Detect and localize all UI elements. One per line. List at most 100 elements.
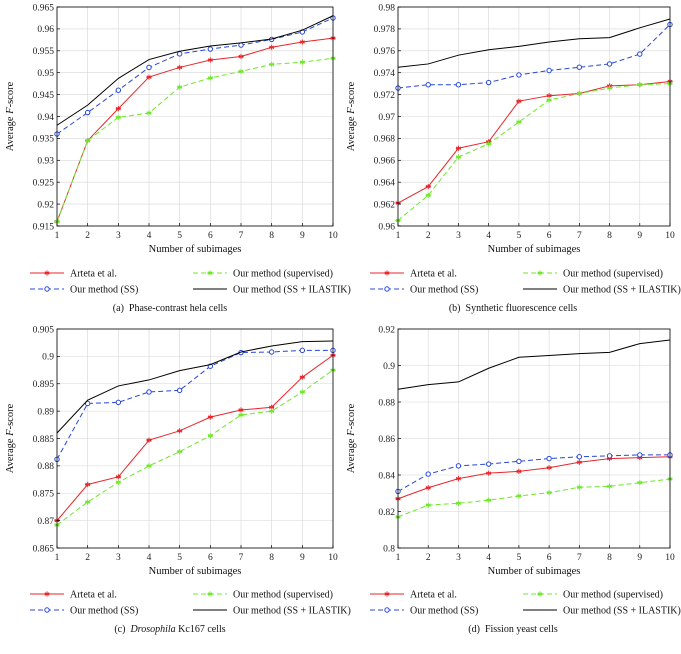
x-tick-label: 3 xyxy=(456,553,461,563)
chart-panel-a: 1 2 3 4 5 6 7 8 9 10 0.915 0.92 0.925 0.93 0.935 0.94 0.… xyxy=(5,3,351,314)
data-point-our-method-supervised xyxy=(146,110,152,116)
series-line-our-method-supervised xyxy=(56,57,334,222)
legend-marker-our-method-supervised xyxy=(207,270,213,276)
data-point-our-method-supervised xyxy=(115,479,121,485)
series-line-our-method-ss xyxy=(397,24,671,89)
data-point-arteta-et-al xyxy=(516,468,522,474)
data-point-our-method-supervised xyxy=(238,68,244,74)
data-point-our-method-supervised xyxy=(269,61,275,67)
y-tick-label: 0.98 xyxy=(378,3,395,13)
x-tick-label: 9 xyxy=(300,231,305,241)
legend: Arteta et al. Our method (supervised) Our … xyxy=(30,590,351,617)
legend-marker-our-method-ss xyxy=(44,607,50,613)
data-point-arteta-et-al xyxy=(177,428,183,434)
x-tick-label: 3 xyxy=(116,231,121,241)
legend-marker-our-method-ss xyxy=(384,607,390,613)
x-tick-label: 1 xyxy=(55,553,60,563)
x-axis-label: Number of subimages xyxy=(488,566,581,577)
data-point-our-method-ss xyxy=(637,51,643,57)
data-point-arteta-et-al xyxy=(299,39,305,45)
data-point-arteta-et-al xyxy=(546,93,552,99)
y-tick-label: 0.9 xyxy=(383,362,395,372)
data-point-our-method-ss xyxy=(637,452,643,458)
legend: Arteta et al. Our method (supervised) Our … xyxy=(370,269,681,296)
data-point-our-method-supervised xyxy=(606,85,613,91)
legend-label-our-method-ss: Our method (SS) xyxy=(410,606,478,617)
data-point-arteta-et-al xyxy=(146,74,152,80)
chart-panel-d: 1 2 3 4 5 6 7 8 9 10 0.8 0.82 0.84 0.86 0.88 0.9 0.92 Num… xyxy=(346,325,681,635)
data-point-our-method-supervised xyxy=(637,82,643,88)
data-point-arteta-et-al xyxy=(486,470,492,476)
y-tick-label: 0.94 xyxy=(37,113,54,123)
data-point-our-method-supervised xyxy=(576,90,582,97)
y-tick-label: 0.955 xyxy=(33,47,55,57)
data-point-our-method-supervised xyxy=(546,97,552,103)
legend-marker-arteta-et-al xyxy=(384,591,390,597)
x-tick-label: 10 xyxy=(665,231,675,241)
data-point-arteta-et-al xyxy=(546,465,552,471)
data-point-our-method-supervised xyxy=(207,75,213,81)
data-point-arteta-et-al xyxy=(238,53,244,60)
y-tick-label: 0.972 xyxy=(374,91,396,101)
data-point-our-method-ss xyxy=(516,72,522,78)
y-tick-label: 0.97 xyxy=(378,113,395,123)
legend-marker-our-method-supervised xyxy=(537,591,543,597)
data-point-arteta-et-al xyxy=(269,404,275,410)
data-point-our-method-supervised xyxy=(516,493,522,499)
y-axis-label: Average F-score xyxy=(346,403,357,473)
data-point-our-method-supervised xyxy=(269,408,275,414)
y-tick-label: 0.88 xyxy=(37,462,54,472)
y-tick-label: 0.965 xyxy=(33,3,55,13)
x-axis-label: Number of subimages xyxy=(149,566,242,577)
data-point-our-method-ss xyxy=(425,471,431,477)
legend: Arteta et al. Our method (supervised) Our … xyxy=(370,590,681,617)
series-line-our-method-supervised xyxy=(397,478,671,518)
series-line-our-method-ss xyxy=(56,349,333,460)
y-tick-label: 0.9 xyxy=(42,353,54,363)
data-point-our-method-supervised xyxy=(516,119,522,125)
data-point-our-method-supervised xyxy=(115,114,121,120)
data-point-our-method-ss xyxy=(606,61,613,67)
data-point-arteta-et-al xyxy=(516,98,522,104)
x-tick-label: 10 xyxy=(665,553,675,563)
data-point-our-method-supervised xyxy=(299,59,305,65)
y-tick-label: 0.96 xyxy=(37,25,54,35)
data-point-arteta-et-al xyxy=(576,459,582,465)
x-tick-label: 3 xyxy=(116,553,121,563)
data-point-arteta-et-al xyxy=(637,455,643,461)
y-tick-label: 0.92 xyxy=(378,325,395,335)
data-point-our-method-ss xyxy=(606,453,613,459)
x-tick-label: 5 xyxy=(177,553,182,563)
legend-label-arteta-et-al: Arteta et al. xyxy=(70,590,117,601)
x-tick-label: 6 xyxy=(547,553,552,563)
legend-label-our-method-supervised: Our method (supervised) xyxy=(563,590,663,601)
data-point-our-method-ss xyxy=(299,347,306,354)
y-tick-label: 0.945 xyxy=(33,91,55,101)
data-point-arteta-et-al xyxy=(606,455,613,462)
legend-marker-arteta-et-al xyxy=(44,270,50,276)
data-point-our-method-ss xyxy=(84,400,91,407)
series-line-arteta-et-al xyxy=(397,80,671,204)
x-tick-label: 9 xyxy=(637,553,642,563)
x-tick-label: 4 xyxy=(486,231,491,241)
legend-marker-arteta-et-al xyxy=(44,591,50,597)
x-tick-label: 1 xyxy=(396,553,401,563)
legend-label-arteta-et-al: Arteta et al. xyxy=(410,590,457,601)
data-point-our-method-supervised xyxy=(576,484,582,490)
data-point-our-method-ss xyxy=(485,79,492,86)
data-point-our-method-supervised xyxy=(299,389,305,395)
chart-caption: (c) Drosophila Kc167 cells xyxy=(114,624,225,635)
chart-caption: (a) Phase-contrast hela cells xyxy=(113,303,228,314)
legend-label-our-method-supervised: Our method (supervised) xyxy=(233,590,333,601)
x-tick-label: 6 xyxy=(208,553,213,563)
y-axis-label: Average F-score xyxy=(5,403,16,473)
x-tick-label: 8 xyxy=(269,231,274,241)
data-point-our-method-ss xyxy=(115,399,122,406)
data-point-our-method-supervised xyxy=(637,480,643,486)
legend-marker-our-method-ss xyxy=(384,286,390,292)
data-point-arteta-et-al xyxy=(207,414,213,420)
y-tick-label: 0.96 xyxy=(378,222,395,232)
y-tick-label: 0.966 xyxy=(374,157,396,167)
series-line-our-method-ss-ilastik xyxy=(56,340,334,434)
